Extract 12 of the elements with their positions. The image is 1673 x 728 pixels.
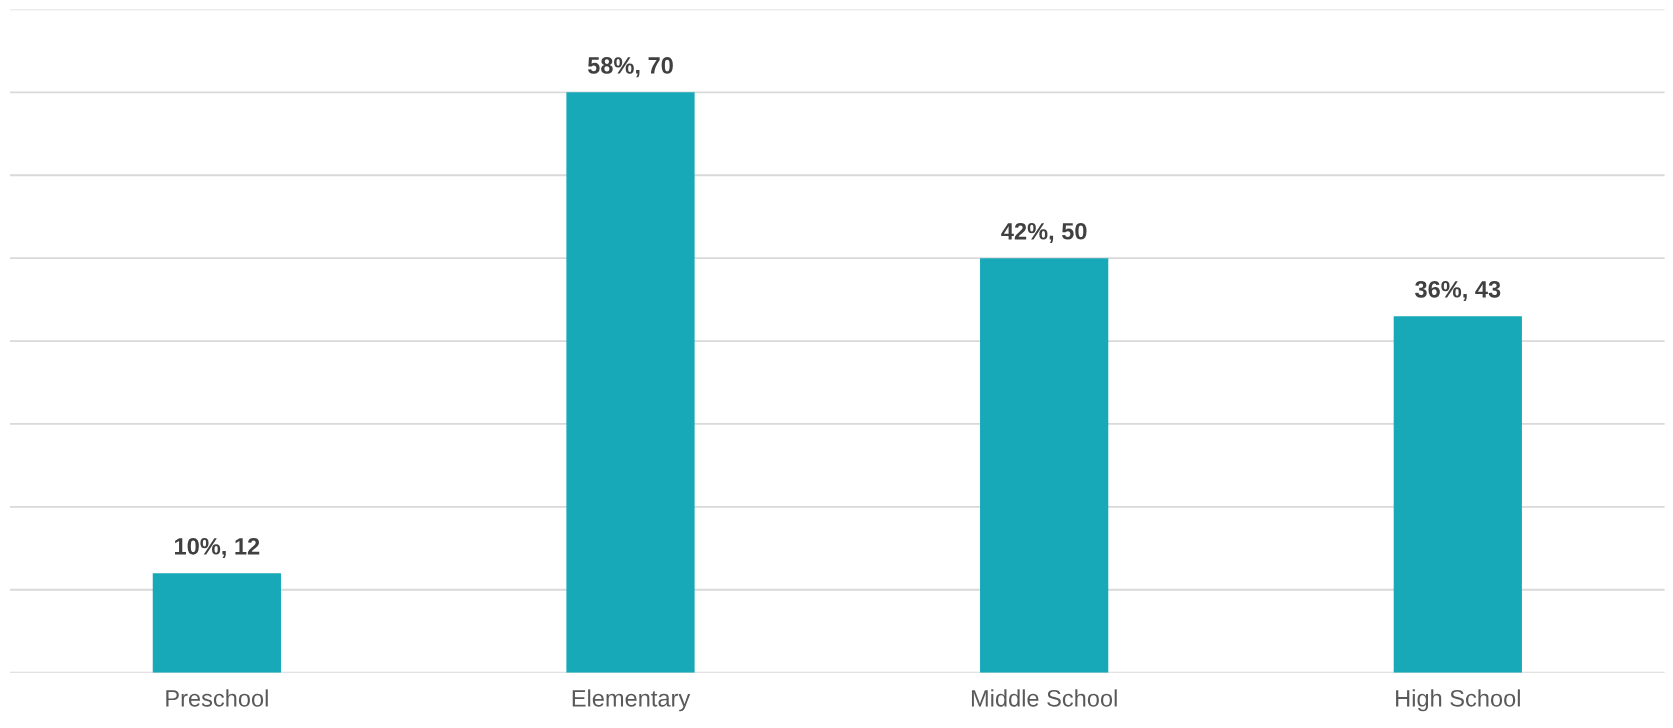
- bar: [152, 573, 281, 673]
- x-tick-label: High School: [1396, 689, 1520, 712]
- x-tick-label: Preschool: [166, 689, 268, 707]
- bar: [566, 92, 695, 673]
- bar: [1393, 316, 1522, 673]
- x-tick-label: Middle School: [971, 689, 1117, 707]
- data-label: 58%, 70: [587, 57, 673, 78]
- x-tick-label: Elementary: [572, 689, 691, 712]
- data-label: 10%, 12: [175, 537, 260, 559]
- data-label: 42%, 50: [1001, 222, 1087, 244]
- bar: [980, 258, 1109, 673]
- data-label: 36%, 43: [1415, 280, 1501, 302]
